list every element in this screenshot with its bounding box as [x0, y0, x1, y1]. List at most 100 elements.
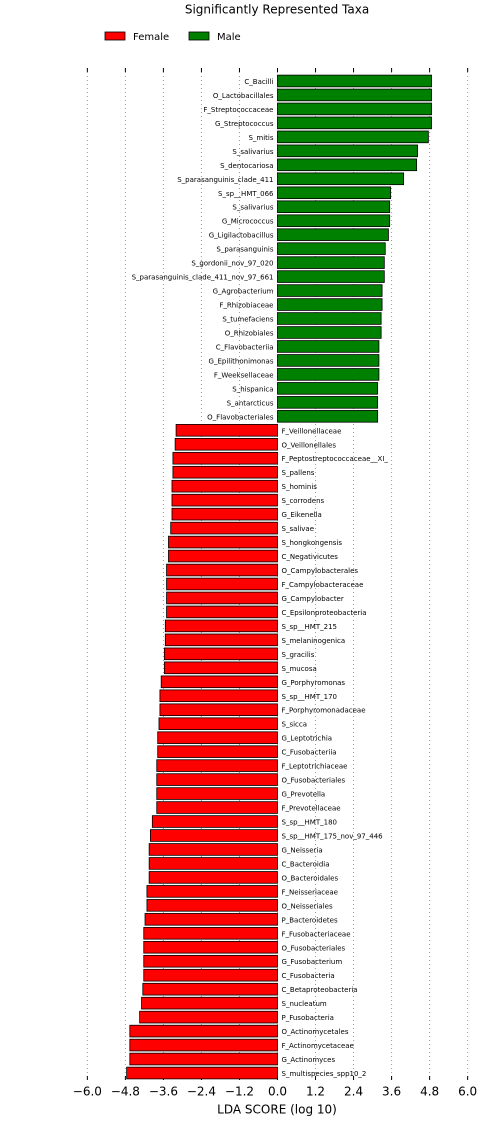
category-label: O_Neisseriales	[282, 902, 333, 910]
category-label: O_Fusobacteriales	[282, 777, 346, 785]
bar	[277, 382, 379, 395]
bar	[277, 130, 429, 144]
category-label: C_Betaproteobacteria	[282, 986, 358, 994]
bar	[143, 927, 278, 940]
category-label: F_Weeksellaceae	[214, 371, 274, 379]
bar	[129, 1024, 278, 1038]
category-label: S_melaninogenica	[282, 637, 346, 645]
bar	[139, 1010, 278, 1024]
category-label: C_Bacilli	[244, 78, 273, 86]
category-label: F_Rhizobiaceae	[219, 302, 273, 310]
legend-swatch	[188, 31, 210, 41]
category-label: G_Ligilactobacillus	[209, 232, 274, 240]
bar	[277, 214, 391, 227]
bar	[277, 340, 380, 353]
category-label: C_Fusobacteria	[282, 972, 335, 980]
bar	[172, 451, 278, 465]
category-label: O_Rhizobiales	[225, 329, 274, 337]
bar	[156, 801, 278, 814]
x-tick-label: −4.8	[111, 1085, 140, 1099]
bar	[174, 437, 278, 451]
x-tick-label: 2.4	[344, 1085, 363, 1099]
category-label: F_Veillonellaceae	[282, 427, 342, 435]
category-label: F_Streptococcaceae	[203, 106, 273, 114]
category-label: O_Fusobacteriales	[282, 944, 346, 952]
bar	[166, 605, 278, 619]
category-label: O_Campylobacterales	[282, 567, 359, 575]
bar	[171, 507, 278, 521]
category-label: S_salivarius	[232, 204, 273, 212]
category-label: S_salivae	[282, 525, 315, 533]
bar	[143, 968, 278, 982]
bar	[146, 899, 278, 912]
bar	[159, 689, 278, 703]
bar	[143, 954, 278, 968]
category-label: G_Porphyromonas	[282, 679, 346, 687]
bar	[160, 675, 278, 689]
x-tick-label: −1.2	[225, 1085, 254, 1099]
category-label: F_Actinomycetaceae	[282, 1042, 354, 1050]
category-label: S_gracilis	[282, 651, 315, 659]
bar	[129, 1038, 278, 1052]
category-label: P_Fusobacteria	[282, 1014, 334, 1022]
bar	[166, 563, 278, 577]
bar	[144, 913, 278, 926]
category-label: F_Neisseriaceae	[282, 888, 338, 896]
category-label: S_parasanguinis	[216, 246, 273, 254]
category-label: F_Porphyromonadaceae	[282, 707, 366, 715]
category-label: F_Prevotellaceae	[282, 805, 341, 813]
bar	[166, 577, 278, 591]
bar	[156, 787, 278, 800]
category-label: S_parasanguinis_clade_411_nov_97_661	[132, 274, 274, 282]
bar	[143, 940, 278, 954]
category-label: S_corrodens	[282, 497, 325, 505]
category-label: G_Agrobacterium	[213, 288, 274, 296]
category-label: S_mucosa	[282, 665, 317, 673]
category-label: O_Veillonellales	[282, 441, 337, 449]
bar	[164, 633, 278, 647]
category-label: C_Epsilonproteobacteria	[282, 609, 367, 617]
category-label: S_sp__HMT_180	[282, 819, 337, 827]
bar	[159, 703, 278, 717]
bar	[277, 186, 392, 200]
legend-label: Female	[133, 32, 169, 43]
category-label: G_Fusobacterium	[282, 958, 343, 966]
category-label: S_hongkongensis	[282, 539, 343, 547]
bar	[157, 745, 278, 758]
category-label: S_salivarius	[232, 148, 273, 156]
category-label: S_gordonii_nov_97_020	[191, 260, 273, 268]
bar	[277, 396, 379, 409]
bar	[148, 857, 278, 870]
category-label: S_hominis	[282, 483, 318, 491]
category-label: O_Bacteroidales	[282, 874, 339, 882]
category-label: G_Streptococcus	[215, 120, 274, 128]
x-tick-label: −2.4	[187, 1085, 216, 1099]
bar	[164, 619, 278, 633]
bar	[277, 88, 432, 102]
x-axis-label: LDA SCORE (log 10)	[217, 1103, 337, 1117]
legend-label: Male	[217, 32, 241, 43]
category-label: C_Negativicutes	[282, 553, 339, 561]
category-label: S_multispecies_spp10_2	[282, 1070, 367, 1078]
bar	[277, 74, 432, 88]
bar	[277, 410, 379, 423]
category-label: S_antarcticus	[227, 399, 274, 407]
x-tick-label: 0.0	[268, 1085, 287, 1099]
bar	[148, 843, 278, 856]
bar	[156, 759, 278, 772]
category-label: S_sp__HMT_066	[218, 190, 274, 198]
category-label: S_sp__HMT_170	[282, 693, 337, 701]
x-tick-label: −3.6	[149, 1085, 178, 1099]
category-label: F_Peptostreptococcaceae__XI_	[282, 455, 389, 463]
category-label: G_Epilithonimonas	[209, 357, 274, 365]
x-tick-label: 3.6	[382, 1085, 401, 1099]
bar	[150, 829, 278, 842]
category-label: S_mitis	[248, 134, 273, 142]
bar	[142, 982, 278, 996]
category-label: S_tumefaciens	[222, 316, 274, 324]
bar	[277, 270, 385, 283]
bar	[277, 158, 418, 172]
bar	[277, 284, 383, 297]
x-tick-label: 4.8	[420, 1085, 439, 1099]
